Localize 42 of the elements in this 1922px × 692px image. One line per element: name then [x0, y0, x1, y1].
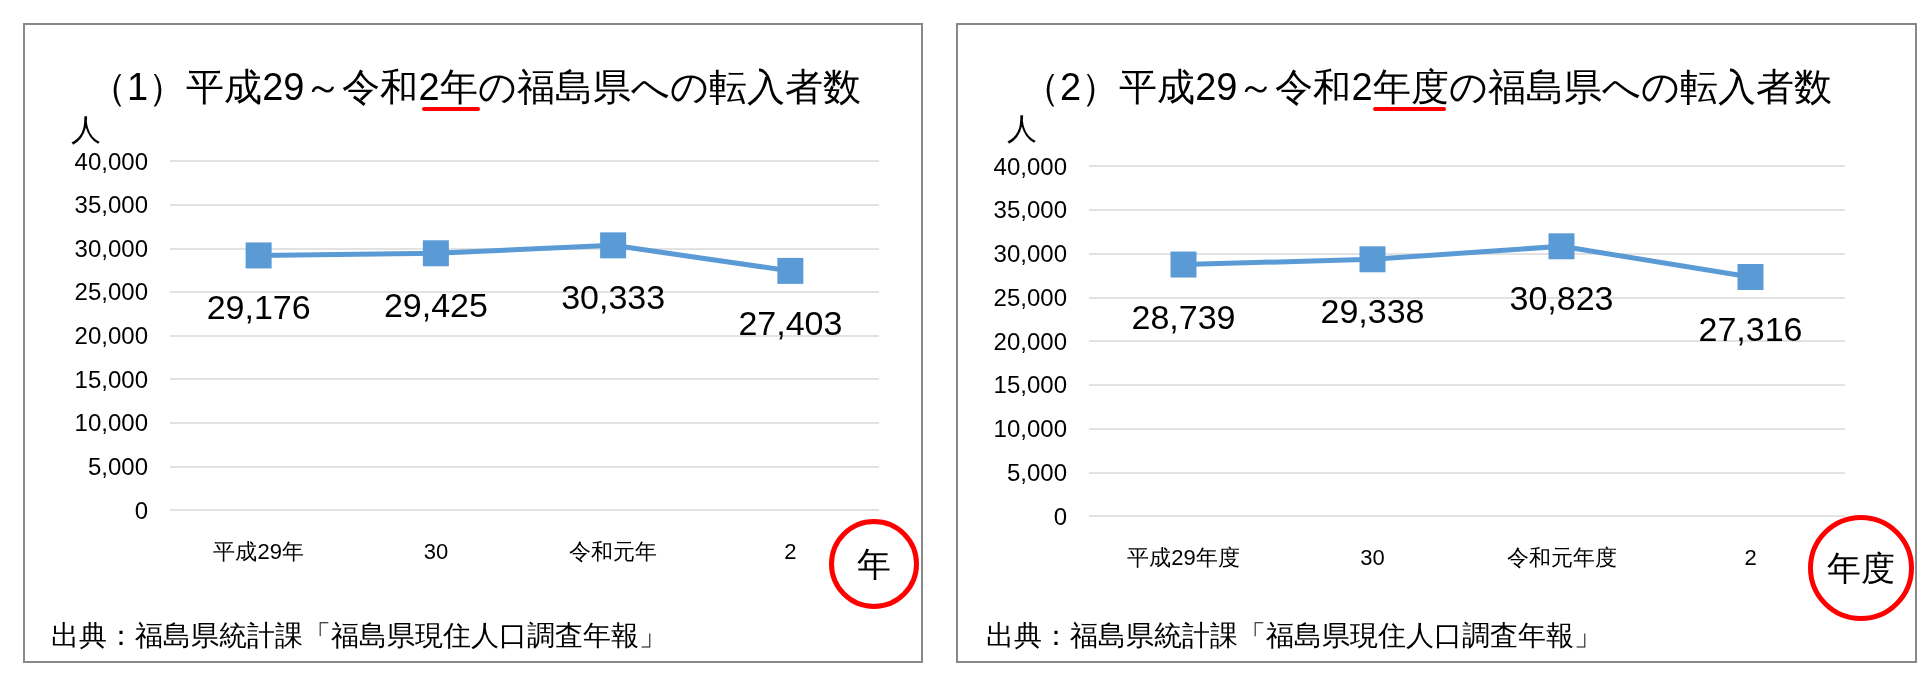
chart-title: （1）平成29～令和2年の福島県への転入者数: [89, 66, 861, 108]
y-tick-label: 35,000: [993, 196, 1067, 224]
x-axis-title: 年度: [1827, 549, 1895, 587]
y-tick-label: 15,000: [993, 371, 1067, 399]
x-tick-label: 令和元年: [569, 538, 658, 564]
x-axis-title: 年: [857, 545, 891, 583]
y-tick-label: 10,000: [74, 409, 148, 437]
data-label: 30,823: [1509, 279, 1614, 318]
y-axis-title: 人: [1007, 111, 1037, 145]
y-tick-label: 15,000: [74, 365, 148, 393]
x-tick-label: 2: [784, 538, 797, 564]
source-note: 出典：福島県統計課「福島県現住人口調査年報」: [51, 619, 667, 651]
source-note: 出典：福島県統計課「福島県現住人口調査年報」: [986, 619, 1602, 651]
y-tick-label: 0: [134, 496, 148, 524]
x-tick-label: 令和元年度: [1506, 544, 1617, 570]
y-tick-label: 40,000: [993, 152, 1067, 180]
y-tick-label: 10,000: [993, 415, 1067, 442]
y-tick-label: 40,000: [74, 147, 148, 175]
data-label: 29,338: [1320, 292, 1425, 331]
data-label: 30,333: [561, 278, 666, 317]
y-tick-label: 25,000: [993, 283, 1067, 311]
y-tick-label: 5,000: [1006, 458, 1067, 486]
y-tick-label: 20,000: [993, 327, 1067, 355]
y-tick-label: 20,000: [74, 322, 148, 349]
y-tick-label: 5,000: [87, 452, 148, 480]
y-tick-label: 0: [1053, 502, 1067, 530]
y-tick-label: 30,000: [993, 240, 1067, 267]
x-tick-label: 平成29年: [213, 538, 304, 564]
x-tick-label: 30: [423, 538, 449, 564]
chart-title: （2）平成29～令和2年度の福島県への転入者数: [1022, 66, 1832, 108]
data-label: 27,316: [1698, 309, 1803, 348]
y-tick-label: 25,000: [74, 278, 148, 306]
y-axis-title: 人: [71, 112, 101, 146]
y-tick-label: 30,000: [74, 234, 148, 262]
x-tick-label: 平成29年度: [1127, 544, 1240, 570]
data-label: 27,403: [738, 303, 843, 342]
data-label: 29,176: [206, 288, 311, 327]
y-tick-label: 35,000: [74, 191, 148, 219]
data-label: 29,425: [383, 286, 488, 325]
x-tick-label: 30: [1360, 544, 1385, 570]
data-label: 28,739: [1131, 297, 1236, 336]
x-tick-label: 2: [1744, 544, 1757, 570]
